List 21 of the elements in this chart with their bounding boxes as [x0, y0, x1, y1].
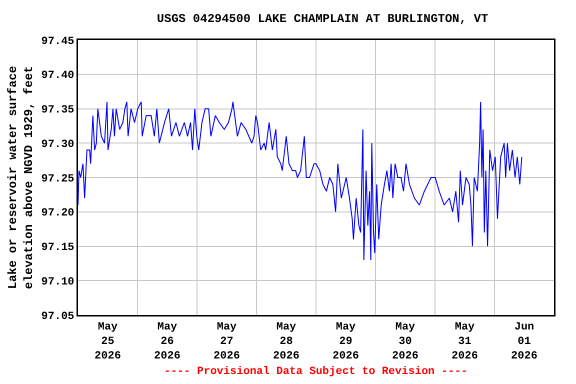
x-tick-label: May 27 2026 [214, 322, 240, 362]
y-tick-label: 97.20 [41, 208, 74, 220]
y-tick-label: 97.35 [41, 104, 75, 117]
text: ---- Provisional Data Subject to Revision ---- [164, 366, 468, 378]
y-tick-label: 97.15 [41, 242, 75, 254]
x-tick-label: May 30 2026 [392, 322, 418, 362]
y-tick-label: 97.05 [41, 310, 75, 323]
y-tick-label: 97.25 [41, 173, 75, 186]
x-tick-label: May 25 2026 [94, 322, 121, 362]
x-tick-label: May 28 2026 [273, 322, 300, 362]
x-tick-label: May 29 2026 [332, 322, 359, 362]
y-tick-label: 97.10 [41, 276, 74, 288]
y-tick-label: 97.40 [41, 70, 74, 82]
x-tick-label: May 26 2026 [154, 322, 180, 362]
x-tick-label: Jun 01 2026 [511, 322, 538, 362]
y-tick-label: 97.45 [41, 36, 75, 48]
line-series [78, 101, 522, 260]
y-tick-label: 97.30 [41, 138, 74, 151]
x-tick-label: May 31 2026 [452, 322, 478, 362]
chart-title: USGS 04294500 LAKE CHAMPLAIN AT BURLINGTON, VT [156, 12, 488, 26]
y-axis-title: Lake or reservoir water surface elevation above NGVD 1929, feet [6, 66, 36, 290]
